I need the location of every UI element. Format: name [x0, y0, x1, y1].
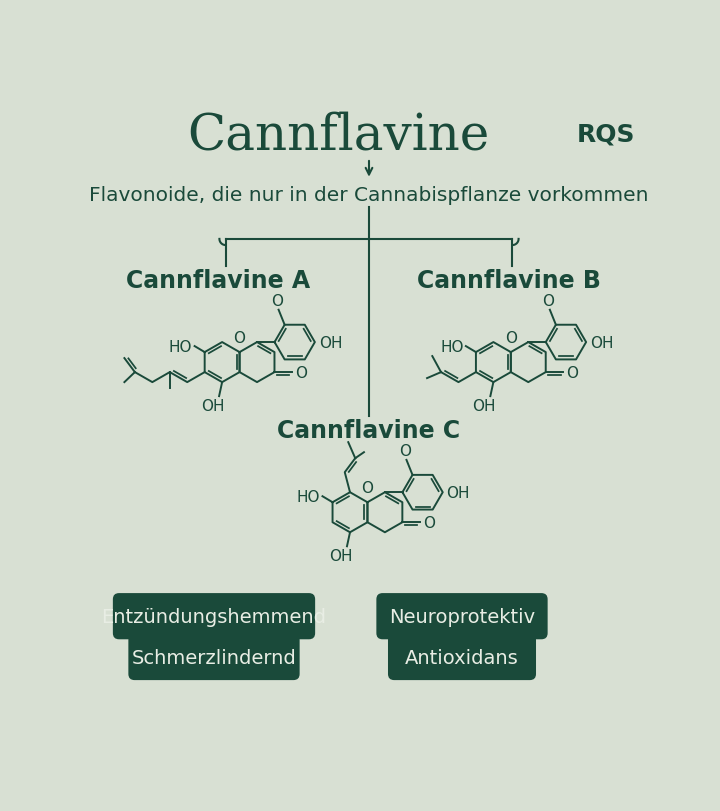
Text: Cannflavine: Cannflavine [186, 111, 489, 161]
Text: O: O [423, 515, 435, 530]
FancyBboxPatch shape [377, 594, 548, 640]
Text: OH: OH [446, 485, 470, 500]
FancyBboxPatch shape [388, 634, 536, 680]
Text: O: O [233, 331, 246, 345]
FancyBboxPatch shape [128, 634, 300, 680]
FancyBboxPatch shape [113, 594, 315, 640]
Text: OH: OH [590, 335, 613, 350]
Text: O: O [542, 294, 554, 309]
Text: O: O [295, 365, 307, 380]
Text: Flavonoide, die nur in der Cannabispflanze vorkommen: Flavonoide, die nur in der Cannabispflan… [89, 187, 649, 205]
Text: Cannflavine A: Cannflavine A [126, 268, 310, 292]
Text: Cannflavine C: Cannflavine C [277, 418, 461, 442]
Text: OH: OH [329, 548, 353, 563]
Text: OH: OH [201, 398, 225, 413]
Text: O: O [399, 444, 411, 459]
Text: Cannflavine B: Cannflavine B [417, 268, 600, 292]
Text: Entzündungshemmend: Entzündungshemmend [102, 607, 326, 626]
Text: OH: OH [319, 335, 342, 350]
Text: Schmerzlindernd: Schmerzlindernd [132, 648, 297, 667]
Text: O: O [567, 365, 578, 380]
Text: HO: HO [440, 339, 464, 354]
Text: O: O [361, 481, 374, 496]
Text: Antioxidans: Antioxidans [405, 648, 519, 667]
Text: RQS: RQS [577, 122, 635, 146]
Text: HO: HO [168, 339, 192, 354]
Text: O: O [271, 294, 283, 309]
Text: OH: OH [472, 398, 496, 413]
Text: O: O [505, 331, 517, 345]
Text: Neuroprotektiv: Neuroprotektiv [389, 607, 535, 626]
Text: HO: HO [297, 489, 320, 504]
